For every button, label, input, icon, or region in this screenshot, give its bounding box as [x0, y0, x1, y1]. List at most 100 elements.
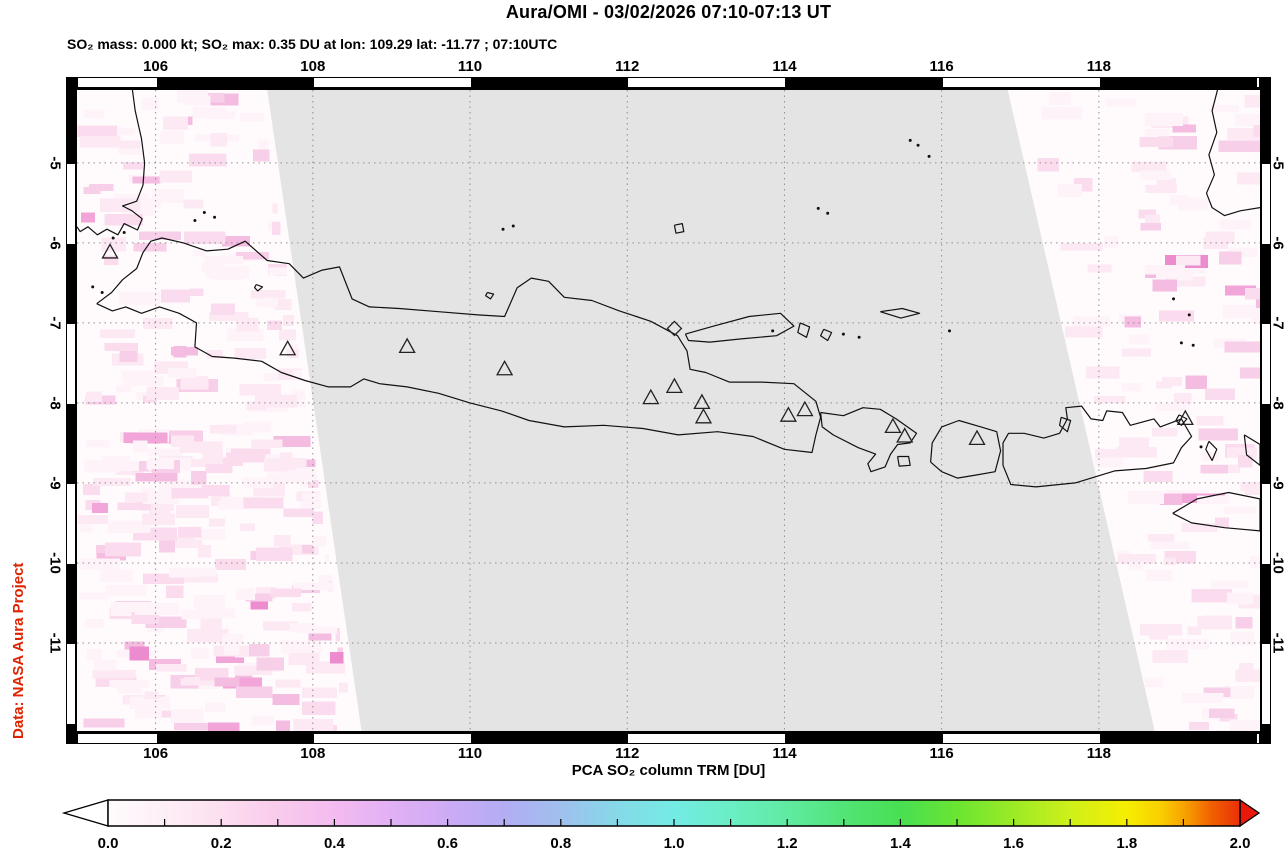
so2-speckle [171, 487, 209, 499]
so2-speckle [159, 479, 202, 491]
lat-tick-label-right: -7 [1269, 316, 1287, 330]
axis-bar-segment [1099, 78, 1258, 87]
volcano-marker [884, 417, 902, 434]
so2-speckle [1122, 383, 1142, 392]
so2-speckle [250, 601, 269, 610]
island-dot [100, 290, 104, 294]
so2-speckle [96, 552, 126, 561]
so2-speckle [80, 212, 96, 223]
colorbar-tick-label: 1.2 [777, 835, 798, 852]
so2-speckle [161, 289, 191, 303]
so2-speckle [318, 575, 333, 585]
so2-speckle [78, 514, 108, 525]
so2-speckle [1037, 158, 1059, 172]
lat-tick-label-left: -7 [46, 316, 64, 330]
so2-speckle [1144, 113, 1184, 126]
coastline-sulawesi [1205, 90, 1260, 217]
so2-speckle [263, 621, 298, 631]
so2-speckle [1253, 124, 1260, 138]
so2-speckle [1128, 561, 1144, 571]
so2-speckle-layer [77, 90, 1260, 731]
so2-speckle [162, 116, 188, 130]
so2-speckle [1155, 381, 1172, 389]
so2-speckle [266, 320, 282, 331]
so2-speckle [240, 113, 265, 122]
so2-speckle [1226, 592, 1253, 605]
so2-speckle [1249, 555, 1260, 569]
so2-speckle [275, 679, 301, 688]
axis-bar-segment [67, 483, 76, 564]
so2-speckle [193, 248, 206, 257]
island-dot [91, 285, 95, 289]
island-dot [841, 332, 845, 336]
so2-speckle [263, 372, 279, 381]
lon-tick-label-top: 118 [1086, 58, 1111, 75]
figure-title: Aura/OMI - 03/02/2026 07:10-07:13 UT [505, 2, 832, 22]
volcano-marker [279, 339, 297, 356]
so2-speckle [183, 199, 204, 209]
so2-speckle [1240, 482, 1260, 492]
so2-speckle [78, 558, 120, 570]
so2-speckle [85, 439, 110, 448]
so2-speckle [1119, 437, 1150, 448]
so2-speckle [223, 644, 240, 656]
so2-speckle [1158, 310, 1194, 322]
so2-speckle [166, 585, 184, 599]
so2-speckle [159, 540, 175, 553]
so2-speckle [83, 718, 125, 728]
coastline-muria_inlet [485, 291, 495, 300]
coastline-java [96, 237, 822, 454]
so2-speckle [214, 272, 243, 281]
axis-bar-segment [471, 734, 629, 743]
so2-speckle [305, 661, 346, 674]
so2-speckle [196, 484, 230, 496]
so2-speckle [261, 297, 278, 308]
so2-speckle [157, 730, 201, 731]
axis-bar-segment [628, 78, 786, 87]
axis-bar-segment [156, 78, 314, 87]
coastline-madura [684, 312, 795, 343]
so2-speckle [272, 694, 300, 705]
so2-speckle [84, 619, 104, 628]
volcano-marker [896, 427, 914, 443]
so2-speckle [1237, 172, 1260, 185]
island-dot [908, 138, 912, 142]
so2-speckle [248, 644, 270, 657]
so2-speckle [270, 588, 302, 597]
lon-tick-label-bottom: 108 [300, 745, 326, 762]
so2-speckle [1244, 288, 1260, 300]
so2-speckle [79, 592, 108, 600]
volcano-marker [1176, 409, 1194, 426]
so2-speckle [92, 502, 109, 514]
so2-speckle [221, 236, 250, 247]
so2-speckle [1200, 465, 1229, 474]
coastline-bali [820, 407, 918, 473]
so2-speckle [105, 542, 142, 557]
so2-speckle [335, 628, 341, 642]
so2-speckle [288, 467, 317, 477]
lon-tick-label-top: 106 [143, 58, 169, 75]
so2-speckle [272, 203, 278, 214]
so2-speckle [209, 518, 225, 527]
lat-tick-label-left: -5 [46, 156, 64, 170]
so2-speckle [1060, 243, 1104, 251]
so2-speckle [83, 459, 119, 473]
so2-speckle [160, 130, 185, 144]
so2-speckle [1159, 493, 1183, 506]
coastline-kangean [880, 307, 921, 319]
colorbar-tick-label: 0.4 [324, 835, 346, 852]
volcano-marker [693, 393, 711, 410]
so2-speckle [1147, 534, 1175, 542]
so2-speckle [308, 480, 319, 489]
so2-speckle [1165, 639, 1209, 650]
so2-speckle [1172, 124, 1196, 133]
so2-speckle [236, 686, 273, 698]
so2-speckle [139, 231, 181, 240]
so2-speckle [1095, 455, 1124, 468]
so2-speckle [86, 648, 102, 661]
so2-speckle [1131, 161, 1167, 173]
so2-speckle [220, 497, 262, 505]
lat-tick-label-left: -11 [46, 632, 64, 654]
so2-speckle [234, 665, 272, 675]
map-frame [75, 88, 1262, 733]
